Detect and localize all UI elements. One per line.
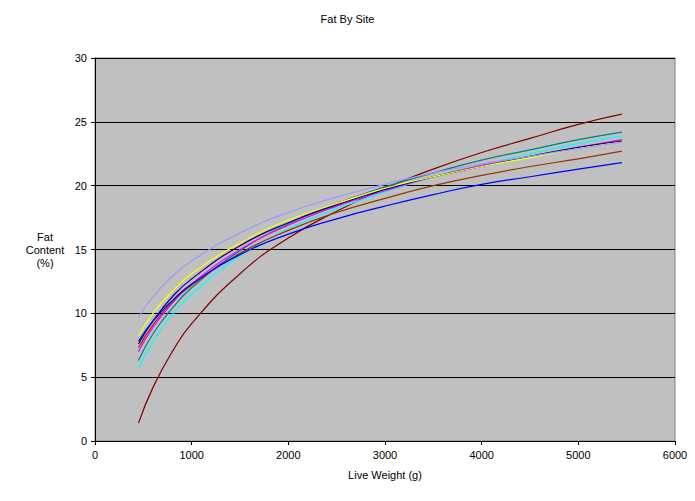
svg-text:5000: 5000 xyxy=(566,449,590,461)
svg-text:3000: 3000 xyxy=(373,449,397,461)
svg-text:25: 25 xyxy=(75,116,87,128)
svg-text:5: 5 xyxy=(81,371,87,383)
svg-text:4000: 4000 xyxy=(469,449,493,461)
svg-text:Live Weight (g): Live Weight (g) xyxy=(348,469,422,481)
svg-text:2000: 2000 xyxy=(276,449,300,461)
svg-text:20: 20 xyxy=(75,180,87,192)
svg-text:Fat By Site: Fat By Site xyxy=(321,13,375,25)
svg-text:0: 0 xyxy=(92,449,98,461)
svg-text:10: 10 xyxy=(75,307,87,319)
svg-text:Fat: Fat xyxy=(37,231,53,243)
svg-text:Content: Content xyxy=(26,244,65,256)
svg-text:1000: 1000 xyxy=(179,449,203,461)
svg-text:6000: 6000 xyxy=(663,449,687,461)
svg-text:(%): (%) xyxy=(36,257,53,269)
svg-text:15: 15 xyxy=(75,244,87,256)
svg-text:30: 30 xyxy=(75,52,87,64)
svg-text:0: 0 xyxy=(81,435,87,447)
